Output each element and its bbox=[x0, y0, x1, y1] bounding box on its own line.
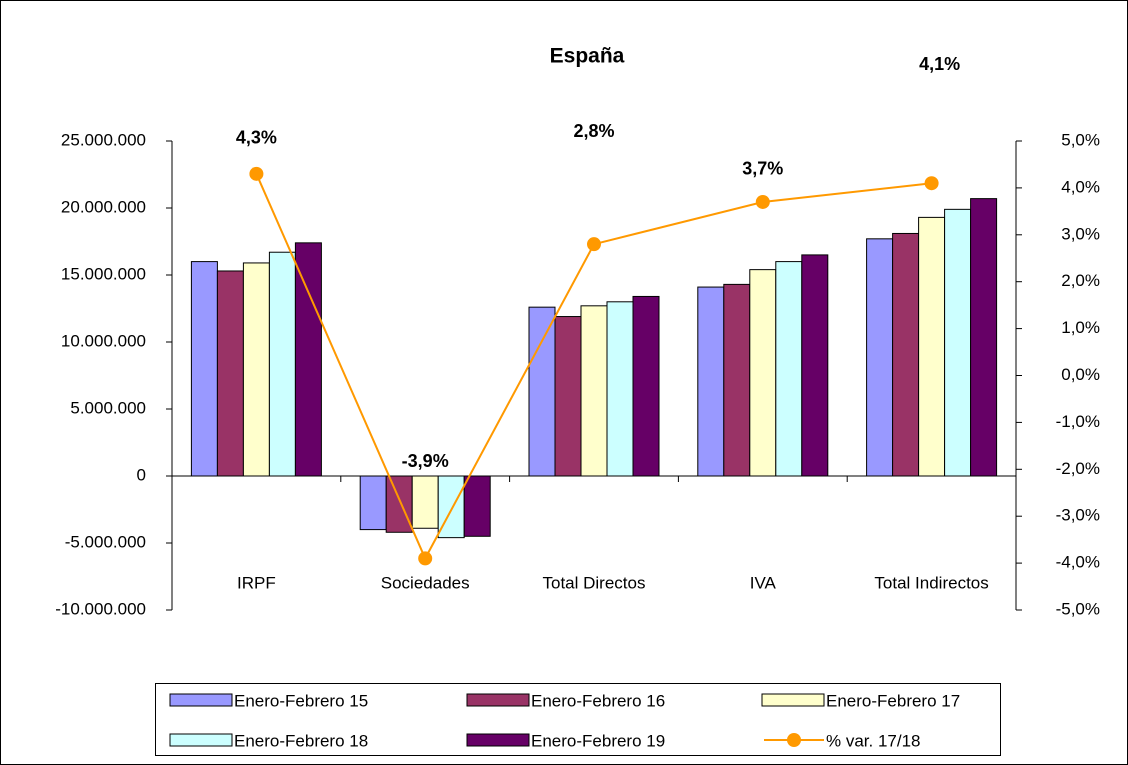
bar bbox=[866, 238, 894, 477]
y-tick-label: 5.000.000 bbox=[70, 398, 146, 417]
bar bbox=[723, 283, 751, 477]
y2-tick-label: 5,0% bbox=[1061, 130, 1100, 149]
line-marker bbox=[249, 166, 264, 181]
bar bbox=[190, 261, 218, 477]
data-label: -3,9% bbox=[402, 451, 449, 471]
x-tick-label: Total Indirectos bbox=[874, 573, 988, 592]
y2-tick-label: 1,0% bbox=[1061, 318, 1100, 337]
bar bbox=[528, 306, 556, 477]
y2-tick-label: 2,0% bbox=[1061, 271, 1100, 290]
y-tick-label: 15.000.000 bbox=[61, 264, 146, 283]
legend-label: Enero-Febrero 15 bbox=[234, 691, 368, 710]
line-marker bbox=[924, 176, 939, 191]
y2-tick-label: 0,0% bbox=[1061, 365, 1100, 384]
data-label: 3,7% bbox=[742, 159, 783, 179]
bar bbox=[359, 475, 387, 531]
y2-tick-label: -5,0% bbox=[1056, 599, 1100, 618]
bar bbox=[892, 232, 920, 477]
bar bbox=[749, 269, 777, 477]
y-tick-label: -10.000.000 bbox=[55, 599, 146, 618]
data-label: 4,3% bbox=[236, 128, 277, 148]
bar bbox=[606, 301, 634, 477]
legend-label: % var. 17/18 bbox=[826, 731, 921, 750]
bar bbox=[385, 475, 413, 533]
line-marker bbox=[755, 194, 770, 209]
legend-swatch bbox=[466, 733, 530, 747]
y-tick-label: 10.000.000 bbox=[61, 331, 146, 350]
legend-label: Enero-Febrero 17 bbox=[826, 691, 960, 710]
bar bbox=[801, 254, 829, 477]
legend-swatch bbox=[169, 693, 233, 707]
bar bbox=[242, 262, 270, 477]
y2-tick-label: -2,0% bbox=[1056, 459, 1100, 478]
y-tick-label: 20.000.000 bbox=[61, 197, 146, 216]
bar bbox=[970, 198, 998, 477]
legend-swatch bbox=[787, 733, 801, 747]
legend-label: Enero-Febrero 18 bbox=[234, 731, 368, 750]
line-marker bbox=[418, 551, 433, 566]
bar bbox=[411, 475, 439, 529]
bar bbox=[554, 316, 582, 477]
bar bbox=[697, 286, 725, 477]
x-tick-label: IVA bbox=[750, 573, 777, 592]
legend-label: Enero-Febrero 16 bbox=[531, 691, 665, 710]
x-tick-label: Sociedades bbox=[381, 573, 470, 592]
bar bbox=[294, 242, 322, 477]
y2-tick-label: 3,0% bbox=[1061, 224, 1100, 243]
y2-tick-label: 4,0% bbox=[1061, 177, 1100, 196]
x-tick-label: Total Directos bbox=[543, 573, 646, 592]
bar bbox=[944, 208, 972, 477]
x-tick-label: IRPF bbox=[237, 573, 276, 592]
y-tick-label: 25.000.000 bbox=[61, 130, 146, 149]
chart-title: España bbox=[550, 45, 625, 68]
legend-label: Enero-Febrero 19 bbox=[531, 731, 665, 750]
legend-swatch bbox=[761, 693, 825, 707]
data-label: 4,1% bbox=[919, 54, 960, 74]
y-tick-label: 0 bbox=[137, 465, 146, 484]
bar bbox=[580, 305, 608, 477]
bar bbox=[463, 475, 491, 537]
bar bbox=[918, 216, 946, 477]
legend-box bbox=[155, 683, 1001, 756]
y2-tick-label: -4,0% bbox=[1056, 553, 1100, 572]
legend-swatch bbox=[466, 693, 530, 707]
y2-tick-label: -3,0% bbox=[1056, 506, 1100, 525]
line-marker bbox=[587, 237, 601, 252]
y-tick-label: -5.000.000 bbox=[65, 532, 146, 551]
bar bbox=[632, 295, 660, 477]
bar bbox=[216, 270, 244, 477]
legend-swatch bbox=[169, 733, 233, 747]
data-label: 2,8% bbox=[573, 121, 614, 141]
bar bbox=[268, 251, 296, 477]
bar bbox=[775, 261, 803, 477]
y2-tick-label: -1,0% bbox=[1056, 412, 1100, 431]
